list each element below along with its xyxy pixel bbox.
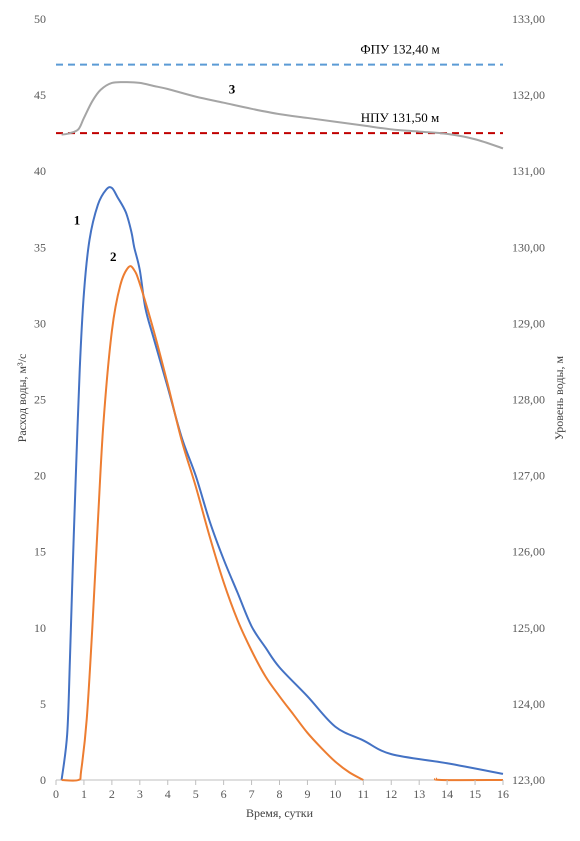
y-left-tick-label: 5 [40, 697, 46, 711]
y-left-tick-label: 25 [34, 393, 46, 407]
y-right-tick-label: 129,00 [512, 316, 545, 330]
y-left-tick-label: 20 [34, 469, 46, 483]
x-tick-label: 7 [249, 787, 255, 801]
series-line-3 [61, 81, 504, 150]
reference-lines: ФПУ 132,40 м НПУ 131,50 м [56, 42, 503, 135]
x-tick-label: 4 [165, 787, 171, 801]
y-right-tick-label: 132,00 [512, 88, 545, 102]
series-line-1 [60, 186, 504, 781]
x-axis-title: Время, сутки [246, 806, 314, 820]
y-left-tick-label: 45 [34, 88, 46, 102]
x-tick-label: 0 [53, 787, 59, 801]
series-line-2-tail [433, 777, 504, 782]
y-left-tick-label: 35 [34, 240, 46, 254]
y-left-tick-label: 0 [40, 773, 46, 787]
y-right-tick-label: 128,00 [512, 393, 545, 407]
x-tick-label: 16 [497, 787, 509, 801]
x-tick-label: 6 [221, 787, 227, 801]
y-left-tick-label: 15 [34, 545, 46, 559]
x-tick-label: 3 [137, 787, 143, 801]
y-right-tick-labels: 123,00 124,00 125,00 126,00 127,00 128,00 129,… [512, 12, 545, 787]
curve-label-2: 2 [110, 249, 117, 264]
y-right-tick-label: 127,00 [512, 469, 545, 483]
curve-label-3: 3 [229, 82, 236, 97]
y-left-tick-label: 50 [34, 12, 46, 26]
y-left-tick-label: 40 [34, 164, 46, 178]
y-right-axis-title: Уровень воды, м [552, 355, 566, 440]
curve-labels: 1 2 3 [74, 82, 236, 264]
y-right-tick-label: 124,00 [512, 697, 545, 711]
y-right-tick-label: 131,00 [512, 164, 545, 178]
series-line-2 [61, 265, 364, 782]
series-lines [60, 81, 504, 782]
y-right-tick-label: 126,00 [512, 545, 545, 559]
y-right-tick-label: 123,00 [512, 773, 545, 787]
x-tick-label: 10 [329, 787, 341, 801]
x-tick-label: 9 [304, 787, 310, 801]
x-tick-label: 11 [358, 787, 370, 801]
y-right-tick-label: 133,00 [512, 12, 545, 26]
curve-label-1: 1 [74, 212, 81, 227]
x-tick-label: 8 [277, 787, 283, 801]
x-tick-labels: 0 1 2 3 4 5 6 7 8 9 10 11 12 13 14 15 16 [53, 780, 509, 801]
y-right-tick-label: 130,00 [512, 240, 545, 254]
y-left-axis-title: Расход воды, м³/с [15, 354, 29, 443]
y-left-tick-label: 30 [34, 316, 46, 330]
x-tick-label: 14 [441, 787, 453, 801]
x-tick-label: 5 [193, 787, 199, 801]
x-tick-label: 15 [469, 787, 481, 801]
y-right-tick-label: 125,00 [512, 621, 545, 635]
reference-label-2: НПУ 131,50 м [361, 110, 439, 125]
x-tick-label: 13 [413, 787, 425, 801]
y-left-tick-labels: 0 5 10 15 20 25 30 35 40 45 50 [34, 12, 46, 787]
x-tick-label: 2 [109, 787, 115, 801]
x-tick-label: 12 [385, 787, 397, 801]
reference-label-1: ФПУ 132,40 м [360, 42, 439, 57]
x-tick-label: 1 [81, 787, 87, 801]
y-left-tick-label: 10 [34, 621, 46, 635]
